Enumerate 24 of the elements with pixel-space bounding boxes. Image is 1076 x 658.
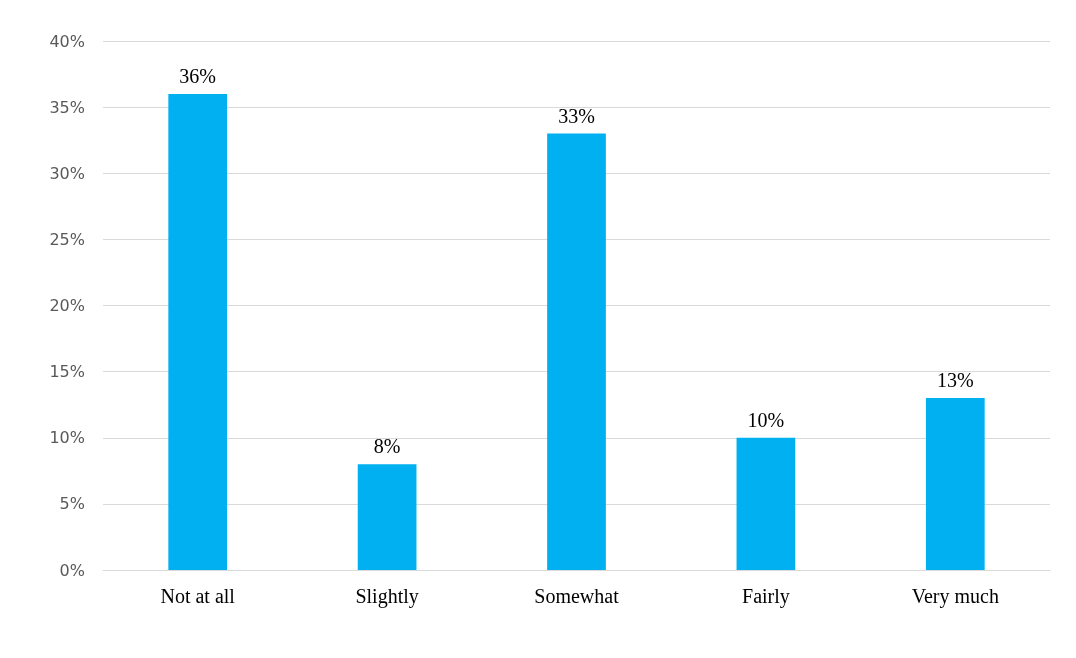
y-tick-label: 5% — [59, 494, 85, 514]
data-label: 8% — [373, 435, 401, 458]
y-tick-label: 0% — [59, 560, 85, 580]
y-tick-label: 25% — [49, 229, 85, 249]
y-tick-label: 10% — [49, 428, 85, 448]
x-tick-label: Very much — [911, 585, 999, 608]
y-tick-label: 30% — [49, 163, 85, 183]
bar — [547, 133, 606, 570]
bar — [925, 398, 985, 570]
y-tick-label: 35% — [49, 97, 85, 117]
bar — [736, 437, 796, 570]
y-tick-label: 15% — [49, 362, 85, 382]
x-tick-label: Fairly — [742, 585, 790, 608]
bar — [357, 464, 417, 570]
x-tick-label: Not at all — [160, 585, 236, 607]
y-tick-label: 40% — [49, 31, 85, 51]
data-label: 10% — [747, 408, 785, 431]
data-label: 33% — [558, 104, 595, 127]
data-label: 36% — [179, 64, 217, 87]
bar — [168, 93, 228, 570]
data-label: 13% — [936, 369, 974, 392]
y-tick-label: 20% — [49, 296, 85, 315]
x-tick-label: Slightly — [355, 585, 419, 608]
x-tick-label: Somewhat — [534, 585, 620, 607]
